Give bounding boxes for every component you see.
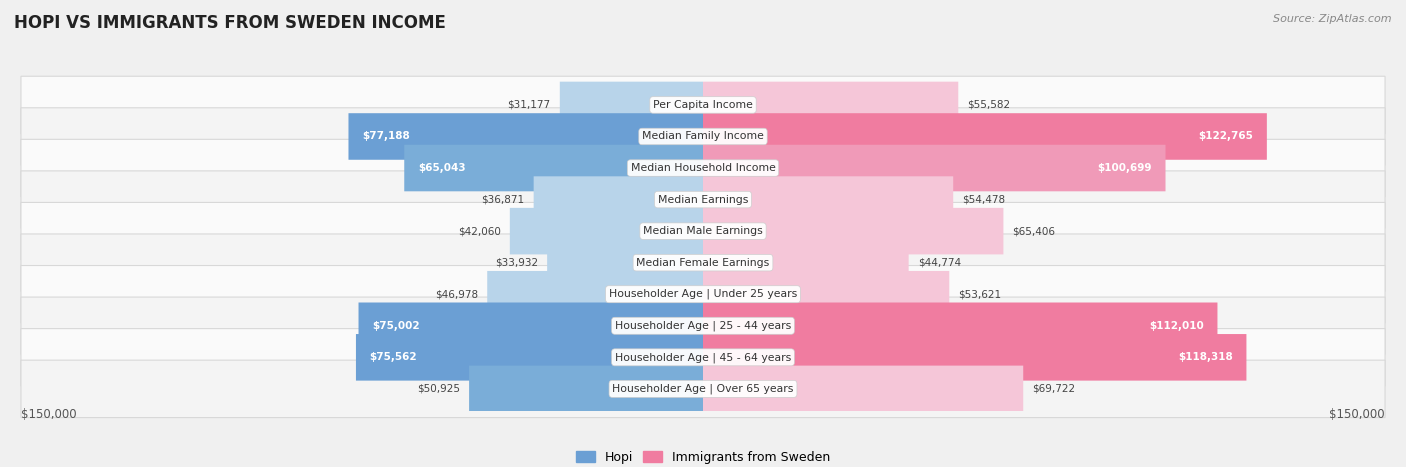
Text: $53,621: $53,621 xyxy=(959,289,1001,299)
FancyBboxPatch shape xyxy=(703,177,953,223)
FancyBboxPatch shape xyxy=(21,202,1385,260)
Text: $50,925: $50,925 xyxy=(418,384,460,394)
Text: $118,318: $118,318 xyxy=(1178,352,1233,362)
Text: Median Female Earnings: Median Female Earnings xyxy=(637,258,769,268)
Text: Householder Age | 45 - 64 years: Householder Age | 45 - 64 years xyxy=(614,352,792,362)
FancyBboxPatch shape xyxy=(510,208,703,255)
Text: $75,562: $75,562 xyxy=(370,352,418,362)
Text: $150,000: $150,000 xyxy=(1330,409,1385,421)
Text: $33,932: $33,932 xyxy=(495,258,538,268)
Text: $122,765: $122,765 xyxy=(1198,132,1253,142)
FancyBboxPatch shape xyxy=(21,297,1385,354)
FancyBboxPatch shape xyxy=(703,208,1004,255)
FancyBboxPatch shape xyxy=(547,240,703,286)
Text: Householder Age | Over 65 years: Householder Age | Over 65 years xyxy=(612,383,794,394)
Text: Median Male Earnings: Median Male Earnings xyxy=(643,226,763,236)
FancyBboxPatch shape xyxy=(21,108,1385,165)
FancyBboxPatch shape xyxy=(534,177,703,223)
Text: $31,177: $31,177 xyxy=(508,100,551,110)
FancyBboxPatch shape xyxy=(703,82,959,128)
Text: Householder Age | 25 - 44 years: Householder Age | 25 - 44 years xyxy=(614,320,792,331)
Text: $69,722: $69,722 xyxy=(1032,384,1076,394)
Text: HOPI VS IMMIGRANTS FROM SWEDEN INCOME: HOPI VS IMMIGRANTS FROM SWEDEN INCOME xyxy=(14,14,446,32)
Text: $77,188: $77,188 xyxy=(363,132,411,142)
FancyBboxPatch shape xyxy=(560,82,703,128)
FancyBboxPatch shape xyxy=(21,139,1385,197)
FancyBboxPatch shape xyxy=(488,271,703,318)
Text: $65,406: $65,406 xyxy=(1012,226,1056,236)
FancyBboxPatch shape xyxy=(703,366,1024,412)
FancyBboxPatch shape xyxy=(21,171,1385,228)
FancyBboxPatch shape xyxy=(21,360,1385,417)
Text: $150,000: $150,000 xyxy=(21,409,76,421)
FancyBboxPatch shape xyxy=(21,329,1385,386)
FancyBboxPatch shape xyxy=(21,234,1385,291)
Text: Median Household Income: Median Household Income xyxy=(630,163,776,173)
FancyBboxPatch shape xyxy=(470,366,703,412)
Text: $75,002: $75,002 xyxy=(373,321,420,331)
FancyBboxPatch shape xyxy=(703,271,949,318)
Legend: Hopi, Immigrants from Sweden: Hopi, Immigrants from Sweden xyxy=(571,446,835,467)
Text: $42,060: $42,060 xyxy=(458,226,501,236)
Text: Median Family Income: Median Family Income xyxy=(643,132,763,142)
Text: Per Capita Income: Per Capita Income xyxy=(652,100,754,110)
FancyBboxPatch shape xyxy=(703,145,1166,191)
FancyBboxPatch shape xyxy=(703,113,1267,160)
Text: Householder Age | Under 25 years: Householder Age | Under 25 years xyxy=(609,289,797,299)
Text: $112,010: $112,010 xyxy=(1149,321,1204,331)
FancyBboxPatch shape xyxy=(405,145,703,191)
FancyBboxPatch shape xyxy=(21,76,1385,134)
FancyBboxPatch shape xyxy=(359,303,703,349)
FancyBboxPatch shape xyxy=(356,334,703,381)
Text: $55,582: $55,582 xyxy=(967,100,1011,110)
FancyBboxPatch shape xyxy=(21,266,1385,323)
Text: $46,978: $46,978 xyxy=(434,289,478,299)
FancyBboxPatch shape xyxy=(703,334,1247,381)
Text: $65,043: $65,043 xyxy=(418,163,465,173)
Text: Source: ZipAtlas.com: Source: ZipAtlas.com xyxy=(1274,14,1392,24)
FancyBboxPatch shape xyxy=(703,303,1218,349)
Text: $54,478: $54,478 xyxy=(962,195,1005,205)
FancyBboxPatch shape xyxy=(703,240,908,286)
Text: $36,871: $36,871 xyxy=(481,195,524,205)
FancyBboxPatch shape xyxy=(349,113,703,160)
Text: $44,774: $44,774 xyxy=(918,258,960,268)
Text: Median Earnings: Median Earnings xyxy=(658,195,748,205)
Text: $100,699: $100,699 xyxy=(1097,163,1152,173)
